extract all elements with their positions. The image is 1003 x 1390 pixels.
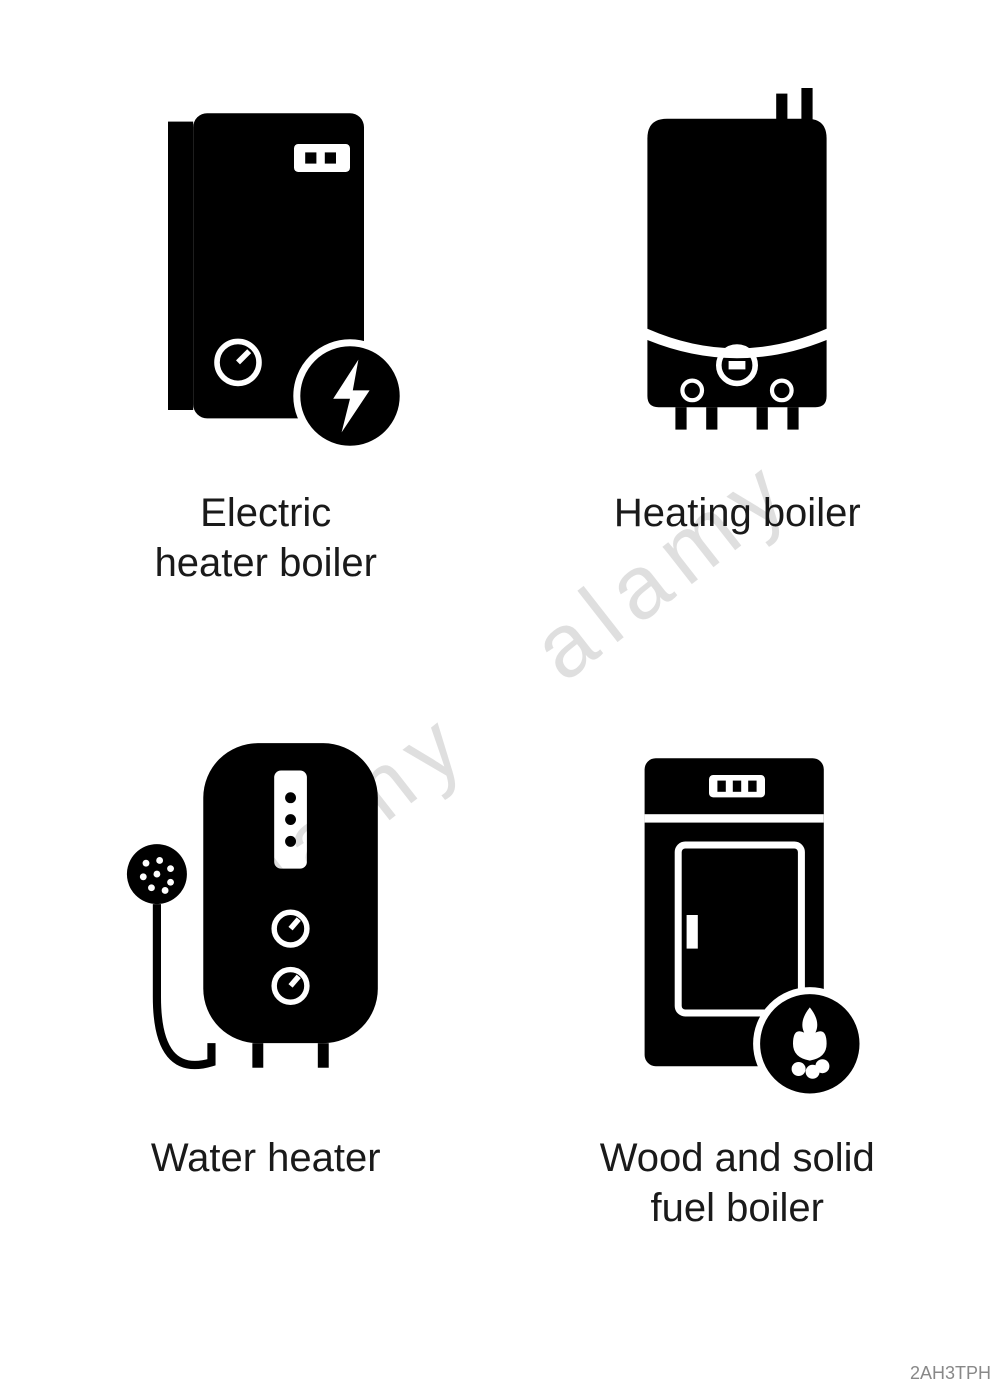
electric-heater-boiler-icon <box>96 60 436 480</box>
icon-grid: Electric heater boiler <box>0 0 1003 1390</box>
water-heater-icon <box>96 705 436 1125</box>
water-heater-label: Water heater <box>151 1133 381 1183</box>
heating-boiler-label: Heating boiler <box>614 488 861 538</box>
corner-id-text: 2AH3TPH <box>910 1363 991 1384</box>
electric-heater-boiler-label: Electric heater boiler <box>155 488 377 588</box>
wood-solid-fuel-boiler-label: Wood and solid fuel boiler <box>600 1133 875 1233</box>
heating-boiler-icon <box>567 60 907 480</box>
cell-electric-heater-boiler: Electric heater boiler <box>30 60 502 705</box>
wood-solid-fuel-boiler-icon <box>567 705 907 1125</box>
cell-water-heater: Water heater <box>30 705 502 1350</box>
cell-wood-solid-fuel-boiler: Wood and solid fuel boiler <box>502 705 974 1350</box>
cell-heating-boiler: Heating boiler <box>502 60 974 705</box>
